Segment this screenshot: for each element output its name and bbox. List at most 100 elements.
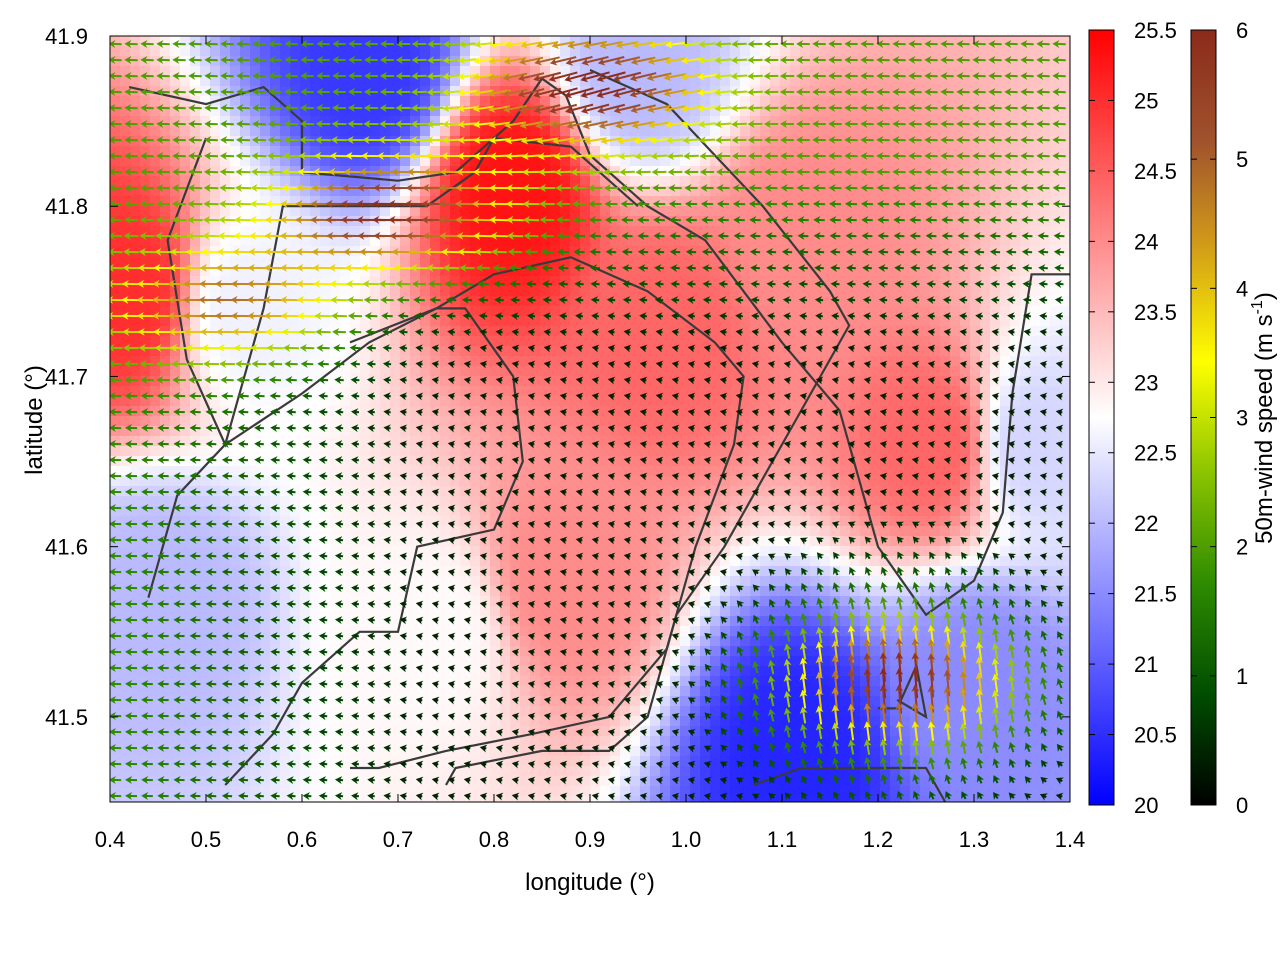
- heatmap-cell: [450, 96, 461, 107]
- heatmap-cell: [820, 406, 831, 417]
- heatmap-cell: [190, 286, 201, 297]
- heatmap-cell: [740, 406, 751, 417]
- heatmap-cell: [130, 366, 141, 377]
- heatmap-cell: [900, 76, 911, 87]
- heatmap-cell: [890, 256, 901, 267]
- heatmap-cell: [710, 466, 721, 477]
- heatmap-cell: [1000, 356, 1011, 367]
- heatmap-cell: [140, 446, 151, 457]
- heatmap-cell: [240, 286, 251, 297]
- heatmap-cell: [580, 286, 591, 297]
- heatmap-cell: [160, 446, 171, 457]
- heatmap-cell: [470, 236, 481, 247]
- heatmap-cell: [990, 126, 1001, 137]
- heatmap-cell: [680, 536, 691, 547]
- heatmap-cell: [1030, 76, 1041, 87]
- heatmap-cell: [1010, 226, 1021, 237]
- heatmap-cell: [530, 366, 541, 377]
- heatmap-cell: [950, 366, 961, 377]
- heatmap-cell: [480, 176, 491, 187]
- heatmap-cell: [470, 206, 481, 217]
- heatmap-cell: [740, 256, 751, 267]
- heatmap-cell: [470, 466, 481, 477]
- heatmap-cell: [710, 286, 721, 297]
- heatmap-cell: [880, 256, 891, 267]
- heatmap-cell: [1010, 156, 1021, 167]
- heatmap-cell: [870, 386, 881, 397]
- heatmap-cell: [790, 96, 801, 107]
- heatmap-cell: [580, 336, 591, 347]
- heatmap-cell: [590, 526, 601, 537]
- heatmap-cell: [120, 496, 131, 507]
- heatmap-cell: [640, 416, 651, 427]
- heatmap-cell: [390, 546, 401, 557]
- heatmap-cell: [980, 526, 991, 537]
- heatmap-cell: [1010, 336, 1021, 347]
- heatmap-cell: [370, 136, 381, 147]
- heatmap-cell: [610, 336, 621, 347]
- heatmap-cell: [740, 56, 751, 67]
- heatmap-cell: [480, 126, 491, 137]
- heatmap-cell: [630, 526, 641, 537]
- heatmap-cell: [830, 96, 841, 107]
- heatmap-cell: [130, 206, 141, 217]
- heatmap-cell: [680, 206, 691, 217]
- heatmap-cell: [1010, 46, 1021, 57]
- heatmap-cell: [280, 536, 291, 547]
- heatmap-cell: [820, 66, 831, 77]
- heatmap-cell: [120, 366, 131, 377]
- heatmap-cell: [220, 496, 231, 507]
- heatmap-cell: [630, 356, 641, 367]
- heatmap-cell: [500, 256, 511, 267]
- heatmap-cell: [430, 256, 441, 267]
- heatmap-cell: [760, 46, 771, 57]
- heatmap-cell: [710, 436, 721, 447]
- heatmap-cell: [740, 96, 751, 107]
- heatmap-cell: [520, 286, 531, 297]
- heatmap-cell: [310, 396, 321, 407]
- heatmap-cell: [390, 406, 401, 417]
- heatmap-cell: [350, 446, 361, 457]
- heatmap-cell: [720, 286, 731, 297]
- heatmap-cell: [390, 416, 401, 427]
- heatmap-cell: [310, 416, 321, 427]
- heatmap-cell: [140, 286, 151, 297]
- heatmap-cell: [360, 46, 371, 57]
- heatmap-cell: [1060, 296, 1071, 307]
- heatmap-cell: [210, 466, 221, 477]
- heatmap-cell: [300, 236, 311, 247]
- heatmap-cell: [600, 316, 611, 327]
- heatmap-cell: [800, 176, 811, 187]
- heatmap-cell: [1040, 286, 1051, 297]
- heatmap-cell: [870, 376, 881, 387]
- heatmap-cell: [500, 176, 511, 187]
- heatmap-cell: [1030, 286, 1041, 297]
- heatmap-cell: [900, 316, 911, 327]
- heatmap-cell: [200, 316, 211, 327]
- heatmap-cell: [880, 336, 891, 347]
- heatmap-cell: [550, 336, 561, 347]
- heatmap-cell: [560, 396, 571, 407]
- heatmap-cell: [440, 96, 451, 107]
- heatmap-cell: [750, 256, 761, 267]
- heatmap-cell: [590, 446, 601, 457]
- heatmap-cell: [230, 446, 241, 457]
- heatmap-cell: [360, 536, 371, 547]
- heatmap-cell: [860, 526, 871, 537]
- heatmap-cell: [530, 446, 541, 457]
- heatmap-cell: [490, 446, 501, 457]
- heatmap-cell: [630, 456, 641, 467]
- heatmap-cell: [710, 226, 721, 237]
- heatmap-cell: [420, 126, 431, 137]
- heatmap-cell: [610, 256, 621, 267]
- heatmap-cell: [810, 526, 821, 537]
- heatmap-cell: [630, 426, 641, 437]
- heatmap-cell: [180, 446, 191, 457]
- heatmap-cell: [550, 306, 561, 317]
- heatmap-cell: [1020, 416, 1031, 427]
- heatmap-cell: [180, 536, 191, 547]
- heatmap-cell: [280, 526, 291, 537]
- heatmap-cell: [290, 126, 301, 137]
- heatmap-cell: [700, 126, 711, 137]
- heatmap-cell: [840, 366, 851, 377]
